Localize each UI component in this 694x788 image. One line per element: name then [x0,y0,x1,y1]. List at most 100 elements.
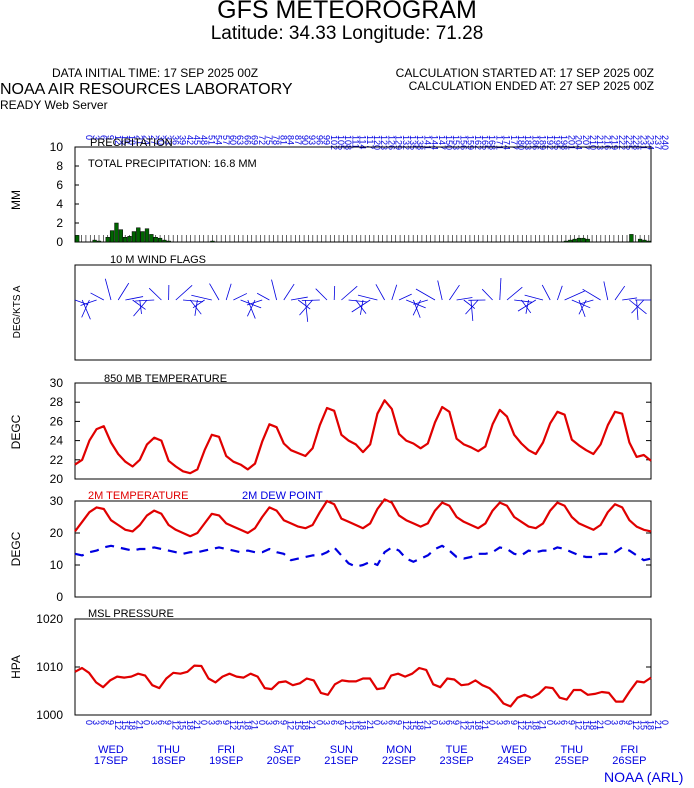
utc-hour-label: 6 [386,720,396,725]
wind-barb [564,290,585,301]
wind-barb [247,299,256,319]
forecast-hour-label: 123 [379,135,389,150]
date-label: 24SEP [497,755,531,767]
forecast-hour-label: 120 [372,135,382,150]
utc-hour-label: 21 [134,720,144,730]
wind-barb [182,299,203,303]
forecast-hour-label: 156 [458,135,468,150]
temp2m-ytick-label: 20 [50,526,64,540]
utc-hour-label: 21 [365,720,375,730]
wind-barb [470,299,474,321]
forecast-hours-row: 0369121518212427303336394245485154576063… [84,135,670,150]
wind-barb [622,297,638,301]
wind-barb [301,299,320,302]
utc-hour-label: 18 [646,720,656,730]
wind-barb [524,294,544,301]
precip-title: PRECIPITATION [90,137,173,149]
utc-hour-label: 15 [523,720,533,730]
wind-barb [514,299,533,303]
utc-hour-label: 12 [343,720,353,730]
utc-hour-label: 12 [113,720,123,730]
wind-barb [391,284,398,301]
wind-barb [506,286,523,301]
forecast-hour-label: 141 [422,135,432,150]
wind-barb [125,296,144,301]
forecast-hour-label: 108 [343,135,353,150]
date-label: 23SEP [439,755,473,767]
forecast-hour-label: 99 [322,135,332,145]
utc-hour-label: 3 [494,720,504,725]
forecast-hour-label: 81 [278,135,288,145]
precip-bar [585,238,590,243]
temp2m-ytick-label: 0 [56,590,63,604]
wind-barb [117,282,130,301]
utc-hour-label: 15 [120,720,130,730]
forecast-hour-label: 36 [170,135,180,145]
wind-barb [80,299,97,306]
forecast-hour-label: 18 [127,135,137,145]
utc-hour-label: 3 [322,720,332,725]
utc-hour-label: 18 [127,720,137,730]
surface-temp-panel: 2M TEMPERATURE 2M DEW POINT DEGC 0 10 20 30 [9,490,652,604]
temp850-series-line-1 [74,399,652,475]
utc-hour-label: 9 [106,720,116,725]
precip-bar [568,239,573,243]
forecast-hour-label: 168 [487,135,497,150]
date-label: 17SEP [94,755,128,767]
precip-bar [136,227,141,243]
utc-hour-label: 0 [602,720,612,725]
forecast-hour-label: 129 [394,135,404,150]
utc-hour-label: 0 [487,720,497,725]
forecast-hour-label: 189 [538,135,548,150]
forecast-hour-label: 132 [401,135,411,150]
precip-bar [118,229,123,243]
forecast-hour-label: 180 [516,135,526,150]
wind-barb [375,284,385,301]
surface-temp-ylabel: DEGC [9,531,23,566]
utc-hour-label: 0 [372,720,382,725]
utc-hour-label: 0 [430,720,440,725]
forecast-hour-label: 75 [264,135,274,145]
precip-total-annotation: TOTAL PRECIPITATION: 16.8 MM [88,158,257,170]
day-label: SUN [330,744,353,756]
utc-hour-label: 18 [300,720,310,730]
forecast-hour-label: 201 [566,135,576,150]
forecast-hour-label: 102 [329,135,339,150]
date-label: 20SEP [267,755,301,767]
forecast-hour-label: 138 [415,135,425,150]
temp850-title: 850 MB TEMPERATURE [104,373,227,385]
day-label: WED [501,744,527,756]
date-label: 19SEP [209,755,243,767]
utc-hour-label: 0 [84,720,94,725]
utc-hour-label: 9 [221,720,231,725]
utc-hour-label: 12 [286,720,296,730]
forecast-hour-label: 225 [624,135,634,150]
wind-barb [283,283,295,301]
wind-barb [305,299,309,322]
utc-hour-label: 12 [516,720,526,730]
forecast-hour-label: 90 [300,135,310,145]
forecast-hour-label: 183 [523,135,533,150]
precip-bar [149,234,154,243]
wind-barb [449,284,460,301]
forecast-hour-label: 177 [509,135,519,150]
precip-bar [210,240,215,243]
wind-barb [299,299,313,316]
forecast-hour-label: 105 [336,135,346,150]
forecast-hour-label: 63 [235,135,245,145]
data-initial-time: DATA INITIAL TIME: 17 SEP 2025 00Z [52,66,259,80]
forecast-hour-label: 84 [286,135,296,145]
utc-hour-label: 15 [581,720,591,730]
utc-hour-label: 9 [278,720,288,725]
forecast-hour-label: 207 [581,135,591,150]
wind-barb [290,296,308,301]
utc-hour-label: 21 [250,720,260,730]
forecast-hour-label: 231 [638,135,648,150]
forecast-hour-label: 210 [588,135,598,150]
forecast-hour-label: 111 [350,135,360,149]
pressure-panel: MSL PRESSURE HPA 1000 1010 1020 [9,608,652,722]
pressure-ylabel: HPA [9,655,23,679]
utc-hour-label: 0 [660,720,670,725]
utc-hour-label: 21 [595,720,605,730]
forecast-hour-label: 162 [473,135,483,150]
